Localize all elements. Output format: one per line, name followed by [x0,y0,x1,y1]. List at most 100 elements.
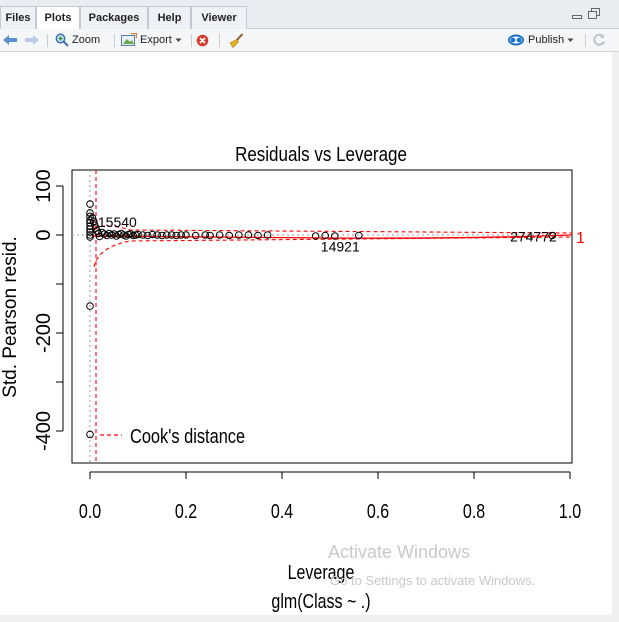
x-tick-label: 0.4 [271,500,293,522]
magnifier-icon [55,33,69,47]
data-point [86,216,94,225]
data-point [86,200,94,208]
zoom-label: Zoom [72,34,101,46]
arrow-right-icon [25,35,39,45]
residuals-leverage-plot: 15540 14921 274772 Residuals vs Leverage 0… [0,143,585,613]
y-axis-label: Std. Pearson resid. [0,236,21,398]
toolbar-divider [585,34,586,47]
refresh-plot-button[interactable] [592,29,606,51]
data-point [110,230,118,238]
watermark-title: Activate Windows [328,542,470,562]
data-point [182,231,190,239]
publish-label: Publish [528,34,565,46]
tab-packages-label: Packages [88,12,140,24]
minimize-pane-icon[interactable] [572,10,582,19]
back-plot-button[interactable] [2,29,18,51]
data-point [86,233,94,241]
toolbar-divider [47,34,48,47]
maximize-pane-icon[interactable] [588,8,600,19]
tab-plots[interactable]: Plots [36,6,80,30]
remove-plot-button[interactable] [196,29,209,51]
data-point [331,232,339,240]
x-tick-label: 0.6 [367,500,389,522]
data-point [86,302,94,310]
y-tick-label: 100 [33,169,55,202]
plots-toolbar: Zoom Export Publish [0,29,619,52]
point-label: 15540 [98,214,137,230]
x-tick-label: 0.0 [79,500,101,522]
tab-packages[interactable]: Packages [80,6,148,29]
x-tick-label: 1.0 [559,500,581,522]
tab-plots-label: Plots [44,12,72,24]
tab-help[interactable]: Help [148,6,191,29]
y-axis: -400 -200 0 100 [33,169,64,451]
data-point [86,209,94,217]
export-button[interactable]: Export [121,29,182,51]
tab-help-label: Help [157,12,182,24]
export-image-icon [121,33,137,46]
lowess-smooth-line [91,234,573,239]
data-point [86,430,94,439]
data-point [201,231,209,239]
data-point [88,214,97,222]
data-point [172,231,181,240]
data-point [163,231,171,239]
cooks-contour-lower [93,236,573,268]
data-point [206,231,214,240]
arrow-left-icon [3,35,17,45]
forward-plot-button[interactable] [24,29,40,51]
x-tick-label: 0.8 [463,500,485,522]
chevron-down-icon [567,38,574,42]
cooks-distance-contours [72,170,573,463]
data-point [134,230,142,239]
data-point [143,231,152,240]
data-point [86,228,94,236]
y-tick-label: -400 [33,411,55,451]
data-point [153,231,161,239]
tab-files[interactable]: Files [0,6,36,29]
tab-files-label: Files [5,12,31,24]
legend-label: Cook's distance [130,424,245,447]
data-point [548,231,557,240]
remove-plot-icon [196,34,209,46]
x-axis-label: Leverage [288,561,355,583]
data-point [263,231,272,239]
broom-icon [229,32,244,48]
data-point [321,231,330,240]
data-point [86,225,94,233]
point-labels: 15540 14921 274772 [98,214,557,255]
plot-subtitle: glm(Class ~ .) [271,590,370,612]
data-point [95,232,104,241]
publish-button[interactable]: Publish [507,29,574,51]
export-label: Export [140,34,172,46]
toolbar-divider [114,34,115,47]
y-tick-label: -200 [33,313,55,353]
watermark-subtitle: Go to Settings to activate Windows. [330,573,535,588]
chart-title: Residuals vs Leverage [235,143,407,166]
tab-viewer[interactable]: Viewer [191,6,247,29]
pane-tab-bar: Files Plots Packages Help Viewer [0,0,619,30]
plot-viewport: 15540 14921 274772 Residuals vs Leverage 0… [0,52,612,615]
pane-bottom-edge [0,615,619,622]
data-point [244,231,253,239]
data-point [158,231,166,240]
data-point [90,217,98,226]
data-point [254,231,262,240]
data-point [225,231,233,240]
data-point [103,231,111,240]
clear-plots-button[interactable] [229,29,244,51]
contour-label: 1 [576,230,585,247]
data-point [191,231,200,240]
data-point [177,231,185,239]
plot-frame [71,169,573,464]
toolbar-divider [219,34,220,47]
data-points [86,200,557,439]
zoom-button[interactable]: Zoom [55,29,100,51]
data-point [235,231,243,239]
data-point [148,230,157,239]
data-point [311,232,320,240]
point-label: 14921 [321,238,360,254]
chevron-down-icon [175,38,182,42]
vertical-scrollbar[interactable] [612,52,619,615]
data-point [355,231,363,240]
